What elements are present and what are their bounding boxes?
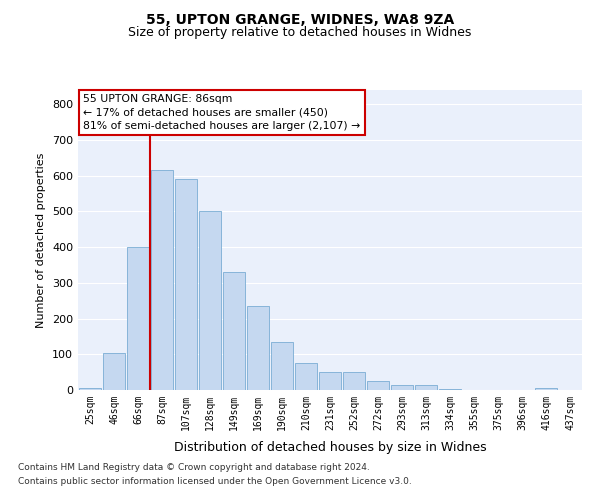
Bar bbox=[319, 372, 341, 390]
Text: 55 UPTON GRANGE: 86sqm
← 17% of detached houses are smaller (450)
81% of semi-de: 55 UPTON GRANGE: 86sqm ← 17% of detached… bbox=[83, 94, 360, 131]
Text: Contains HM Land Registry data © Crown copyright and database right 2024.: Contains HM Land Registry data © Crown c… bbox=[18, 464, 370, 472]
Bar bbox=[415, 384, 437, 390]
Bar bbox=[175, 180, 197, 390]
Y-axis label: Number of detached properties: Number of detached properties bbox=[37, 152, 46, 328]
Bar bbox=[247, 306, 269, 390]
Bar bbox=[151, 170, 173, 390]
Bar bbox=[223, 272, 245, 390]
Bar bbox=[295, 363, 317, 390]
Bar bbox=[343, 372, 365, 390]
Text: Distribution of detached houses by size in Widnes: Distribution of detached houses by size … bbox=[173, 441, 487, 454]
Bar bbox=[79, 388, 101, 390]
Text: Contains public sector information licensed under the Open Government Licence v3: Contains public sector information licen… bbox=[18, 477, 412, 486]
Bar bbox=[199, 212, 221, 390]
Bar bbox=[535, 388, 557, 390]
Text: 55, UPTON GRANGE, WIDNES, WA8 9ZA: 55, UPTON GRANGE, WIDNES, WA8 9ZA bbox=[146, 12, 454, 26]
Bar bbox=[127, 247, 149, 390]
Text: Size of property relative to detached houses in Widnes: Size of property relative to detached ho… bbox=[128, 26, 472, 39]
Bar bbox=[271, 342, 293, 390]
Bar bbox=[439, 389, 461, 390]
Bar bbox=[391, 384, 413, 390]
Bar bbox=[367, 381, 389, 390]
Bar bbox=[103, 352, 125, 390]
